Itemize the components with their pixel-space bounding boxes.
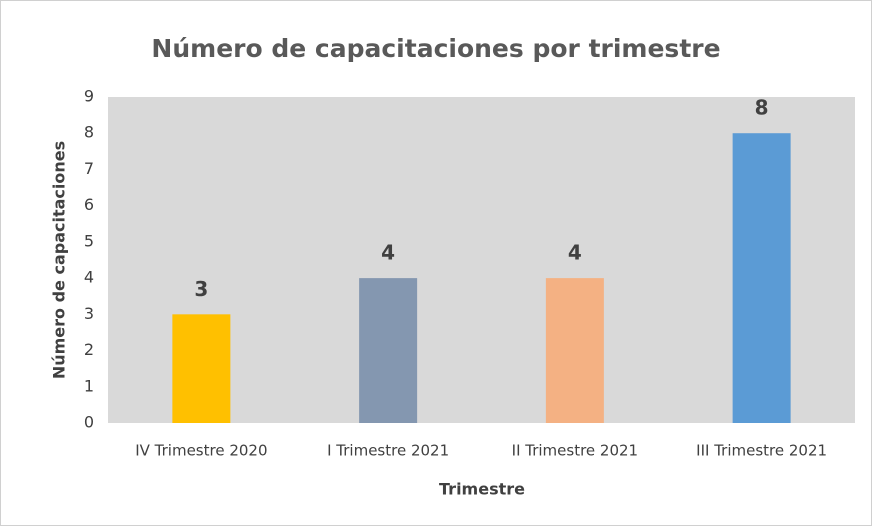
data-label: 4 (568, 241, 582, 265)
y-tick-label: 7 (84, 159, 94, 178)
y-tick-label: 0 (84, 413, 94, 432)
y-tick-label: 8 (84, 123, 94, 142)
bar (172, 314, 231, 423)
y-axis-label: Número de capacitaciones (50, 141, 69, 379)
y-tick-label: 4 (84, 268, 94, 287)
y-tick-label: 2 (84, 340, 94, 359)
y-tick-label: 5 (84, 231, 94, 250)
chart-title: Número de capacitaciones por trimestre (151, 34, 720, 63)
x-tick-label: I Trimestre 2021 (327, 442, 449, 460)
plot-area (108, 97, 855, 423)
data-label: 4 (381, 241, 395, 265)
x-tick-label: III Trimestre 2021 (696, 442, 827, 460)
y-tick-label: 6 (84, 195, 94, 214)
x-tick-label: II Trimestre 2021 (512, 442, 638, 460)
bar (545, 278, 604, 423)
x-tick-label: IV Trimestre 2020 (135, 442, 267, 460)
bar (359, 278, 418, 423)
x-axis-label: Trimestre (439, 480, 525, 499)
data-label: 3 (194, 277, 208, 301)
bar (732, 133, 791, 423)
data-label: 8 (755, 96, 769, 120)
y-tick-label: 9 (84, 87, 94, 106)
y-tick-label: 3 (84, 304, 94, 323)
y-tick-label: 1 (84, 376, 94, 395)
